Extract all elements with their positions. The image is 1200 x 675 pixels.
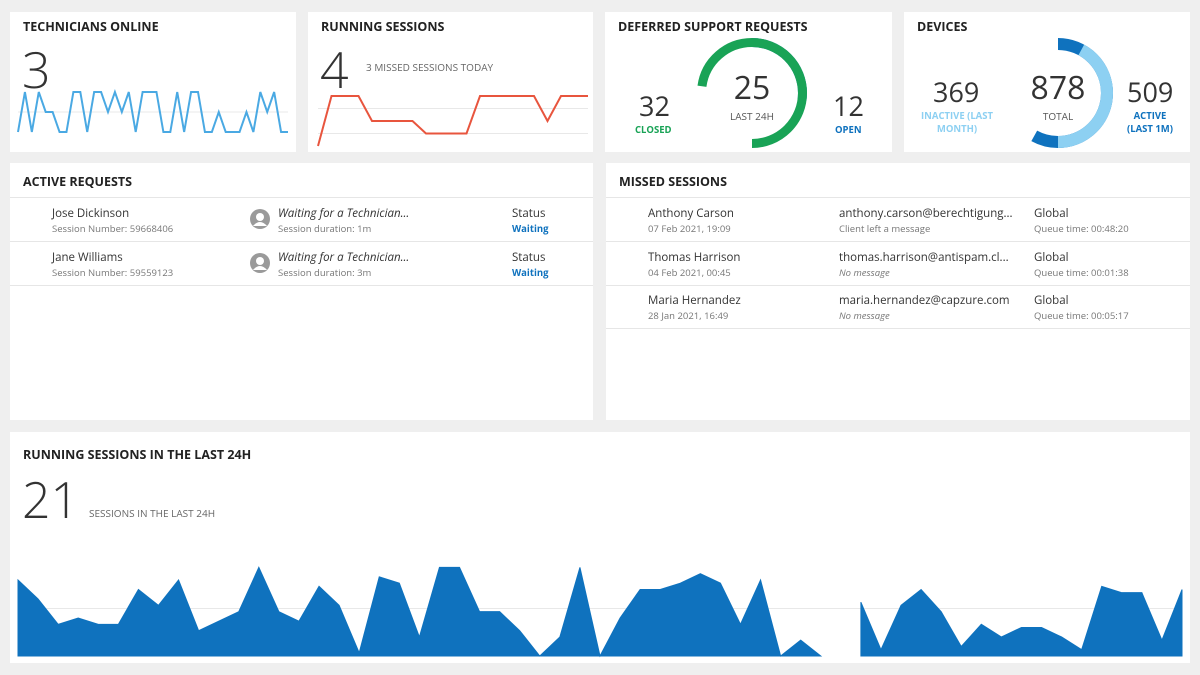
client-name: Thomas Harrison [648,249,741,265]
count: 21 [22,465,80,533]
group: Global [1034,206,1069,221]
closed-label: CLOSED [635,123,672,136]
row-separator [10,197,593,198]
total-label: TOTAL [1042,109,1074,123]
missed-sessions-card: MISSED SESSIONS Anthony Carson 07 Feb 202… [606,163,1190,420]
status-label: Status [512,250,546,265]
count: 4 [320,35,349,103]
open-label: OPEN [835,123,862,136]
line [317,95,588,147]
status-value: Waiting [512,266,549,279]
client-message: Client left a message [839,222,931,235]
open-count: 12 [833,87,864,124]
donut-segment [1003,38,1113,148]
row-separator [10,285,593,286]
row-separator [606,241,1190,242]
donut [1003,38,1113,148]
avatar [250,253,270,273]
active-label: ACTIVE (LAST 1M) [1127,109,1173,135]
card-title: ACTIVE REQUESTS [23,173,132,190]
client-email: anthony.carson@berechtigung... [839,206,1013,221]
area [17,566,823,658]
request-state: Waiting for a Technician... [278,206,410,221]
technicians-card: TECHNICIANS ONLINE 3 [10,12,296,152]
session-duration: Session duration: 1m [278,222,372,235]
requester-name: Jane Williams [52,250,123,265]
client-name: Anthony Carson [648,206,734,221]
status-label: Status [512,206,546,221]
donut [697,38,807,148]
sparkline [17,88,288,133]
client-message: No message [839,309,890,322]
note: 3 MISSED SESSIONS TODAY [366,60,494,74]
session-date: 07 Feb 2021, 19:09 [648,222,731,235]
donut-segment [697,38,807,148]
session-number: Session Number: 59559123 [52,266,174,279]
total-label: LAST 24H [730,109,774,123]
card-title: RUNNING SESSIONS [321,18,445,35]
closed-count: 32 [639,87,670,124]
card-title: TECHNICIANS ONLINE [23,18,159,35]
requester-name: Jose Dickinson [52,206,130,221]
avatar [250,209,270,229]
sessions-24h-card: RUNNING SESSIONS IN THE LAST 24H 21 SESS… [10,432,1190,663]
inactive-label: INACTIVE (LAST MONTH) [921,109,993,135]
card-title: DEFERRED SUPPORT REQUESTS [618,18,808,35]
sparkline [317,95,588,147]
total-count: 878 [1030,66,1086,109]
running-card: RUNNING SESSIONS 4 3 MISSED SESSIONS TOD… [308,12,593,152]
note: SESSIONS IN THE LAST 24H [89,506,216,520]
queue-time: Queue time: 00:01:38 [1034,265,1129,279]
session-date: 28 Jan 2021, 16:49 [648,309,729,322]
avatar-box [250,209,270,229]
deferred-card: DEFERRED SUPPORT REQUESTS 32 CLOSED 25 L… [605,12,892,152]
area-chart [17,566,1183,658]
line [17,88,288,133]
card-title: MISSED SESSIONS [619,173,727,190]
queue-time: Queue time: 00:05:17 [1034,309,1129,322]
total-count: 25 [733,66,771,109]
inactive-count: 369 [933,73,980,110]
row-separator [606,284,1190,286]
client-email: thomas.harrison@antispam.cl... [839,249,1009,265]
count: 3 [22,35,51,103]
status-value: Waiting [512,222,549,235]
row-separator [606,328,1190,329]
session-duration: Session duration: 3m [278,266,372,279]
group: Global [1034,293,1069,308]
area [860,585,1183,657]
active-count: 509 [1127,73,1174,110]
card-title: RUNNING SESSIONS IN THE LAST 24H [23,446,252,463]
session-number: Session Number: 59668406 [52,222,174,235]
client-message: No message [839,265,890,279]
group: Global [1034,249,1069,265]
devices-card: DEVICES 369 INACTIVE (LAST MONTH) 878 TO… [904,12,1190,152]
session-date: 04 Feb 2021, 00:45 [648,265,731,279]
queue-time: Queue time: 00:48:20 [1034,222,1129,235]
avatar-box [250,253,270,273]
row-separator [606,197,1190,198]
request-state: Waiting for a Technician... [278,250,410,265]
card-title: DEVICES [917,18,968,35]
row-separator [10,241,593,242]
client-email: maria.hernandez@capzure.com [839,293,1010,308]
active-requests-card: ACTIVE REQUESTS Jose Dickinson Session Nu… [10,163,593,420]
client-name: Maria Hernandez [648,293,741,308]
